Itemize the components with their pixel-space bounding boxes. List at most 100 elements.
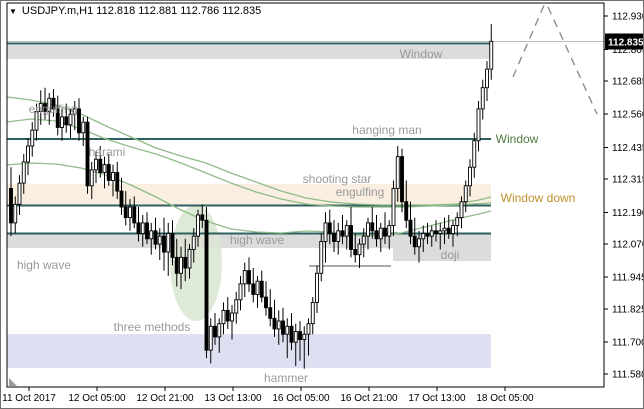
candle-body	[162, 235, 166, 253]
pattern-label-hanging-man: hanging man	[352, 123, 421, 137]
candle-body	[119, 190, 124, 208]
price-axis-label: 112.930	[612, 12, 644, 23]
time-axis-label: 16 Oct 05:00	[272, 393, 330, 404]
candle-body	[255, 280, 260, 295]
candle-body	[230, 312, 234, 322]
candle-body	[264, 296, 268, 309]
candle-body	[349, 225, 353, 250]
pattern-label-hammer: hammer	[264, 371, 308, 385]
plot-border	[6, 2, 605, 388]
candle-body	[472, 140, 477, 168]
pattern-label-shooting-star: shooting star	[303, 172, 372, 186]
current-price-badge-label: 112.835	[608, 38, 644, 49]
candle-body	[38, 103, 43, 113]
candle-body	[217, 323, 222, 338]
candle-body	[60, 116, 64, 128]
candle-body	[111, 172, 115, 181]
candle-body	[468, 166, 472, 187]
candle-body	[179, 256, 183, 274]
price-axis-label: 112.805	[612, 45, 644, 56]
candle-body	[451, 225, 455, 234]
candle-body	[272, 317, 277, 330]
candle-body	[425, 233, 430, 237]
candle-body	[221, 309, 226, 325]
candle-body	[213, 325, 217, 338]
candle-body	[446, 227, 451, 234]
candle-body	[361, 235, 366, 245]
candle-body	[485, 68, 489, 89]
candle-body	[408, 219, 413, 237]
candle-body	[285, 325, 290, 335]
pattern-label-Window-down: Window down	[501, 191, 576, 205]
candle-body	[421, 233, 426, 240]
time-axis-label: 18 Oct 05:00	[476, 393, 534, 404]
candle-body	[157, 235, 162, 245]
candle-body	[476, 108, 481, 142]
candle-body	[106, 164, 111, 181]
candle-body	[293, 331, 298, 343]
candle-body	[259, 280, 264, 298]
candle-body	[200, 214, 205, 221]
time-axis-label: 11 Oct 2017	[2, 393, 56, 404]
symbol-dropdown-icon[interactable]: ▼	[9, 6, 17, 16]
candle-body	[187, 248, 192, 269]
candle-body	[310, 301, 315, 325]
candle-body	[340, 230, 345, 237]
pattern-label-Window: Window	[496, 132, 539, 146]
candle-body	[26, 145, 30, 163]
candle-body	[417, 238, 421, 248]
candle-body	[89, 169, 94, 187]
candle-body	[85, 121, 90, 187]
candle-body	[400, 156, 404, 203]
price-axis-label: 112.560	[612, 110, 644, 121]
candle-body	[9, 187, 13, 224]
candle-body	[332, 233, 336, 242]
candle-body	[17, 182, 22, 205]
candle-body	[72, 108, 77, 115]
price-axis-label: 111.700	[612, 338, 644, 349]
candle-body	[64, 116, 69, 126]
candle-body	[327, 222, 332, 234]
time-axis-label: 12 Oct 21:00	[136, 393, 194, 404]
candle-body	[47, 97, 52, 113]
candle-body	[208, 325, 213, 351]
time-axis-label: 16 Oct 21:00	[340, 393, 398, 404]
moving-average-0	[6, 96, 492, 206]
candle-body	[378, 227, 383, 240]
time-axis-label: 17 Oct 13:00	[408, 393, 466, 404]
candle-body	[34, 111, 39, 131]
candle-body	[306, 323, 311, 335]
pattern-label-engulfing: engulfing	[336, 185, 385, 199]
candle-body	[289, 325, 294, 343]
candle-body	[391, 187, 396, 226]
candle-body	[302, 333, 307, 340]
candle-body	[383, 227, 387, 237]
candle-body	[191, 235, 196, 250]
candle-body	[480, 87, 485, 110]
candle-body	[276, 320, 281, 330]
price-axis-label: 112.435	[612, 143, 644, 154]
price-axis-label: 111.580	[612, 370, 644, 381]
candle-body	[166, 233, 171, 253]
candle-body	[455, 217, 460, 226]
candle-body	[98, 158, 103, 173]
candle-body	[145, 222, 149, 240]
candle-body	[30, 129, 35, 147]
candle-body	[442, 227, 447, 232]
candle-body	[140, 222, 145, 234]
candle-body	[149, 230, 154, 240]
pattern-label-engulfing: engulfing	[29, 102, 78, 116]
candle-body	[132, 206, 137, 224]
pattern-label-high-wave: high wave	[230, 233, 284, 247]
candle-body	[55, 108, 60, 128]
price-axis-label: 112.315	[612, 175, 644, 186]
projection-dashed-1	[547, 6, 598, 115]
window-down-zone	[7, 184, 491, 206]
candle-body	[238, 283, 243, 301]
candle-body	[123, 206, 128, 219]
candle-body	[336, 230, 341, 242]
candle-body	[438, 230, 443, 234]
candle-body	[357, 243, 362, 256]
